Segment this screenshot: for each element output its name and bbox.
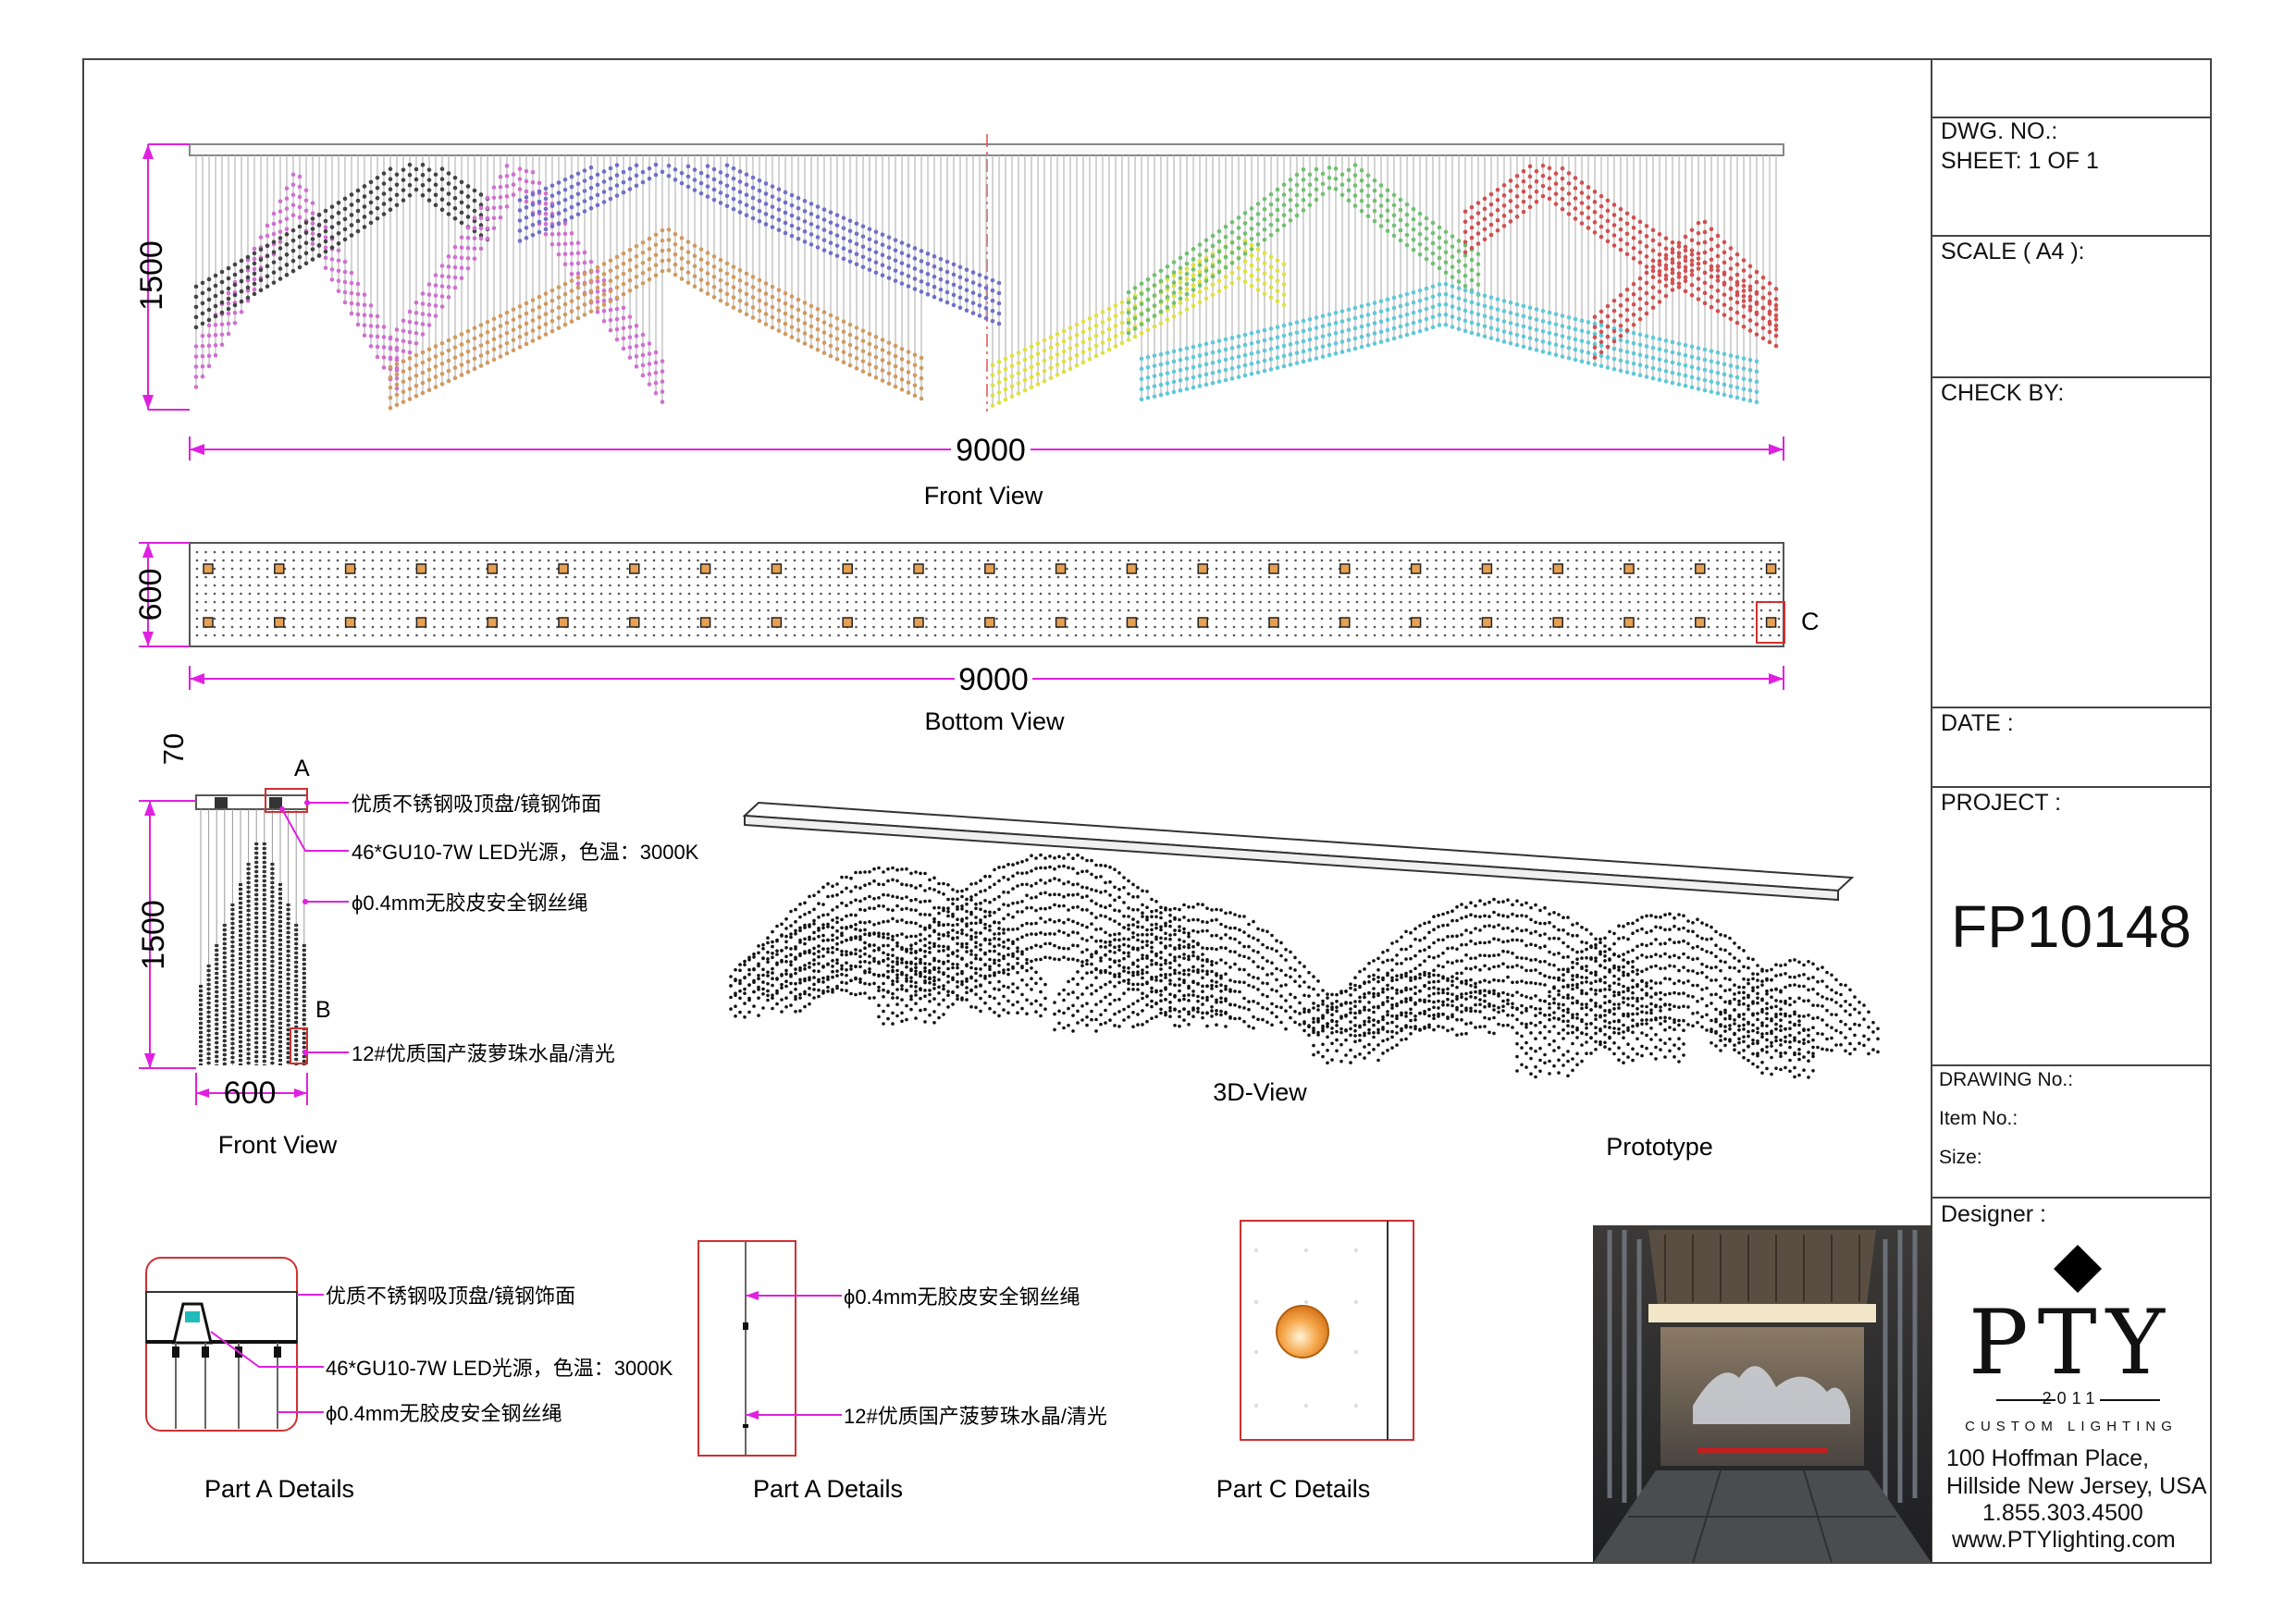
- part-c-details: Part C Details: [1216, 1220, 1414, 1503]
- photo-floor-tiles: [1628, 1469, 1896, 1564]
- photo-ceiling-slats: [1664, 1235, 1860, 1302]
- callout-a-label: A: [294, 756, 310, 781]
- item-no-label: Item No.:: [1939, 1108, 2018, 1129]
- side-leaders: [281, 802, 349, 1053]
- scale-label: SCALE ( A4 ):: [1941, 239, 2085, 264]
- height-dim-label: 1500: [134, 240, 169, 311]
- suspension-wires: [195, 155, 1777, 409]
- website-link[interactable]: www.PTYlighting.com: [1952, 1527, 2176, 1553]
- part-c-caption: Part C Details: [1216, 1475, 1371, 1503]
- check-by-label: CHECK BY:: [1941, 380, 2065, 406]
- bottom-plate: [189, 542, 1784, 647]
- led-fixture-left: [215, 797, 228, 808]
- side-ceiling-plate: [195, 794, 308, 810]
- part-a1-plate: [145, 1291, 298, 1343]
- part-a2-label-wire: ϕ0.4mm无胶皮安全钢丝绳: [844, 1285, 1080, 1309]
- 3d-crystal-mountains: [729, 853, 1880, 1079]
- part-a1-led-housing: [172, 1302, 213, 1345]
- depth-dimension: [139, 542, 190, 647]
- part-a2-arrow-2: [746, 1410, 759, 1420]
- width-dimension: [189, 436, 1784, 461]
- drawing-no-label: DRAWING No.:: [1939, 1069, 2074, 1090]
- address-line-2: Hillside New Jersey, USA: [1946, 1473, 2207, 1499]
- crystal-strands: [193, 162, 1779, 411]
- sheet-border: [82, 58, 2212, 1564]
- 3d-ceiling-top: [742, 801, 1855, 892]
- callout-c-label: C: [1801, 608, 1820, 635]
- brand-tagline: CUSTOM LIGHTING: [1965, 1419, 2178, 1434]
- 3d-view-caption: 3D-View: [1213, 1078, 1307, 1106]
- bottom-view-caption: Bottom View: [924, 707, 1065, 735]
- part-c-grid-dots: [1253, 1248, 1359, 1408]
- part-a1-caption: Part A Details: [204, 1475, 354, 1503]
- bottom-width-dimension: [189, 666, 1784, 690]
- three-d-view: 3D-View Prototype: [729, 801, 1880, 1161]
- side-label-led: 46*GU10-7W LED光源，色温：3000K: [352, 841, 699, 864]
- brand-name: PTY: [1969, 1291, 2174, 1395]
- phone-number: 1.855.303.4500: [1982, 1500, 2143, 1526]
- bottom-grid-dots: [195, 550, 1781, 637]
- side-label-wire: ϕ0.4mm无胶皮安全钢丝绳: [352, 891, 588, 915]
- part-a1-led-bulb: [185, 1311, 200, 1322]
- designer-label: Designer :: [1941, 1201, 2046, 1227]
- part-a2-crystal-bottom: [743, 1424, 748, 1428]
- part-a2-label-crystal: 12#优质国产菠萝珠水晶/清光: [844, 1405, 1107, 1428]
- project-label: PROJECT :: [1941, 790, 2062, 816]
- part-c-led-light: [1276, 1305, 1329, 1359]
- brand-year: 2011: [2042, 1389, 2101, 1408]
- part-a1-label-led: 46*GU10-7W LED光源，色温：3000K: [326, 1357, 673, 1380]
- part-a2-leaders: [746, 1295, 842, 1416]
- part-a2-arrow-1: [746, 1291, 759, 1300]
- height-dimension: [142, 143, 190, 411]
- side-dimensions: [139, 800, 308, 1105]
- part-a-details-1: 优质不锈钢吸顶盘/镜钢饰面 46*GU10-7W LED光源，色温：3000K …: [145, 1257, 673, 1503]
- size-label: Size:: [1939, 1147, 1982, 1168]
- photo-red-sign: [1697, 1447, 1827, 1453]
- date-label: DATE :: [1941, 710, 2014, 736]
- part-a2-frame: [697, 1240, 796, 1457]
- prototype-caption: Prototype: [1606, 1133, 1713, 1161]
- bottom-view: C 600 9000 Bottom View: [133, 542, 1820, 735]
- side-front-caption: Front View: [218, 1131, 338, 1159]
- dwg-no-label: DWG. NO.:: [1941, 118, 2058, 144]
- logo-diamond-icon: [2054, 1245, 2102, 1293]
- bottom-width-dim-label: 9000: [958, 662, 1029, 697]
- part-a2-crystal-top: [743, 1322, 748, 1330]
- photo-crystal-mountains: [1693, 1366, 1850, 1424]
- side-label-crystal: 12#优质国产菠萝珠水晶/清光: [352, 1042, 615, 1065]
- prototype-photo: [1593, 1225, 1932, 1564]
- part-a1-label-ceiling: 优质不锈钢吸顶盘/镜钢饰面: [326, 1285, 575, 1308]
- side-front-view: A B 优质不锈钢吸顶盘/镜钢饰面 46*GU10-7W LED光源，色温：30…: [136, 733, 699, 1159]
- callout-c-box: [1756, 601, 1785, 644]
- front-view-caption: Front View: [924, 482, 1043, 510]
- part-a1-leaders: [210, 1294, 324, 1413]
- front-view-top: 1500 9000 Front View: [134, 134, 1784, 510]
- 3d-ceiling-front: [744, 814, 1839, 902]
- part-a2-caption: Part A Details: [753, 1475, 903, 1503]
- photo-side-pillars: [1607, 1230, 1918, 1507]
- part-a1-frame: [145, 1257, 298, 1432]
- address-line-1: 100 Hoffman Place,: [1946, 1445, 2150, 1471]
- side-strands: [199, 809, 306, 1065]
- part-a1-wires: [175, 1343, 278, 1429]
- photo-light-bar: [1648, 1304, 1876, 1322]
- depth-dim-label: 600: [133, 569, 168, 621]
- callout-b-box: [290, 1027, 308, 1064]
- photo-ceiling: [1648, 1230, 1876, 1304]
- part-a-details-2: ϕ0.4mm无胶皮安全钢丝绳 12#优质国产菠萝珠水晶/清光 Part A De…: [697, 1240, 1107, 1503]
- side-width-dim-label: 600: [224, 1076, 277, 1111]
- title-block-grid: [1932, 117, 2211, 1199]
- project-code: FP10148: [1951, 893, 2191, 960]
- led-light-positions: [203, 563, 1777, 628]
- part-c-frame: [1240, 1220, 1414, 1441]
- side-height-dim-label: 1500: [136, 900, 171, 970]
- sheet-label: SHEET: 1 OF 1: [1941, 148, 2099, 174]
- part-a1-label-wire: ϕ0.4mm无胶皮安全钢丝绳: [326, 1402, 562, 1425]
- led-fixture-right: [269, 797, 282, 808]
- width-dim-label: 9000: [956, 433, 1026, 468]
- side-top-dim-label: 70: [157, 733, 190, 765]
- side-label-ceiling: 优质不锈钢吸顶盘/镜钢饰面: [352, 793, 601, 816]
- callout-b-label: B: [315, 997, 331, 1023]
